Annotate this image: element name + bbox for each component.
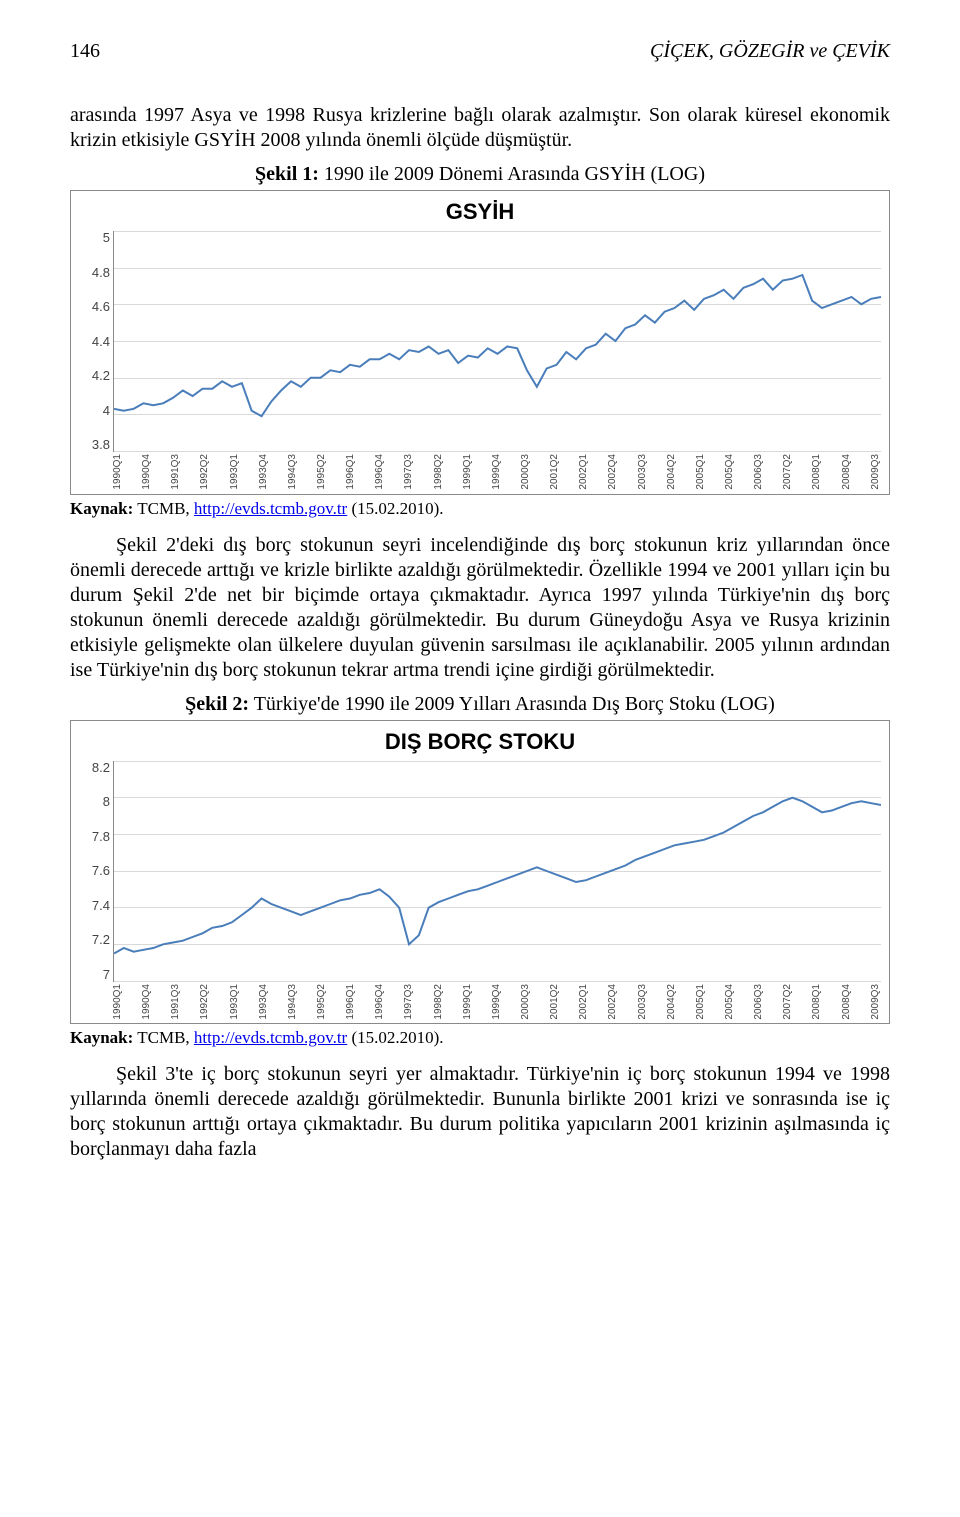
figure-2-title: DIŞ BORÇ STOKU (79, 729, 881, 755)
source-link-1[interactable]: http://evds.tcmb.gov.tr (194, 499, 347, 518)
figure-2-x-labels: 1990Q11990Q41991Q31992Q21993Q11993Q41994… (113, 984, 881, 1020)
figure-2-line (114, 761, 881, 981)
source-label-2: Kaynak: (70, 1028, 133, 1047)
figure-1-plot: 54.84.64.44.243.8 (113, 231, 881, 452)
figure-2-chart: DIŞ BORÇ STOKU 8.287.87.67.47.27 1990Q11… (70, 720, 890, 1025)
figure-1-caption-text: 1990 ile 2009 Dönemi Arasında GSYİH (LOG… (319, 163, 705, 185)
figure-1-caption-label: Şekil 1: (255, 163, 319, 185)
source-label-1: Kaynak: (70, 499, 133, 518)
page-header: 146 ÇİÇEK, GÖZEGİR ve ÇEVİK (70, 40, 890, 63)
figure-1-chart: GSYİH 54.84.64.44.243.8 1990Q11990Q41991… (70, 190, 890, 495)
paragraph-3: Şekil 3'te iç borç stokunun seyri yer al… (70, 1062, 890, 1162)
figure-1-x-labels: 1990Q11990Q41991Q31992Q21993Q11993Q41994… (113, 454, 881, 490)
figure-2-plot: 8.287.87.67.47.27 (113, 761, 881, 982)
source-after-1: (15.02.2010). (347, 499, 443, 518)
source-before-2: TCMB, (133, 1028, 194, 1047)
figure-1-line (114, 231, 881, 451)
source-link-2[interactable]: http://evds.tcmb.gov.tr (194, 1028, 347, 1047)
paragraph-2: Şekil 2'deki dış borç stokunun seyri inc… (70, 533, 890, 683)
figure-1-y-labels: 54.84.64.44.243.8 (76, 231, 110, 451)
source-before-1: TCMB, (133, 499, 194, 518)
source-after-2: (15.02.2010). (347, 1028, 443, 1047)
figure-2-caption-text: Türkiye'de 1990 ile 2009 Yılları Arasınd… (249, 693, 775, 715)
figure-1-source: Kaynak: TCMB, http://evds.tcmb.gov.tr (1… (70, 499, 890, 519)
figure-1-caption: Şekil 1: 1990 ile 2009 Dönemi Arasında G… (70, 163, 890, 186)
figure-2-caption-label: Şekil 2: (185, 693, 249, 715)
figure-2-y-labels: 8.287.87.67.47.27 (76, 761, 110, 981)
figure-1-title: GSYİH (79, 199, 881, 225)
paragraph-1: arasında 1997 Asya ve 1998 Rusya krizler… (70, 103, 890, 153)
figure-2-caption: Şekil 2: Türkiye'de 1990 ile 2009 Yıllar… (70, 693, 890, 716)
running-head: ÇİÇEK, GÖZEGİR ve ÇEVİK (650, 40, 890, 63)
figure-2-source: Kaynak: TCMB, http://evds.tcmb.gov.tr (1… (70, 1028, 890, 1048)
page-number: 146 (70, 40, 100, 63)
page: 146 ÇİÇEK, GÖZEGİR ve ÇEVİK arasında 199… (0, 0, 960, 1212)
